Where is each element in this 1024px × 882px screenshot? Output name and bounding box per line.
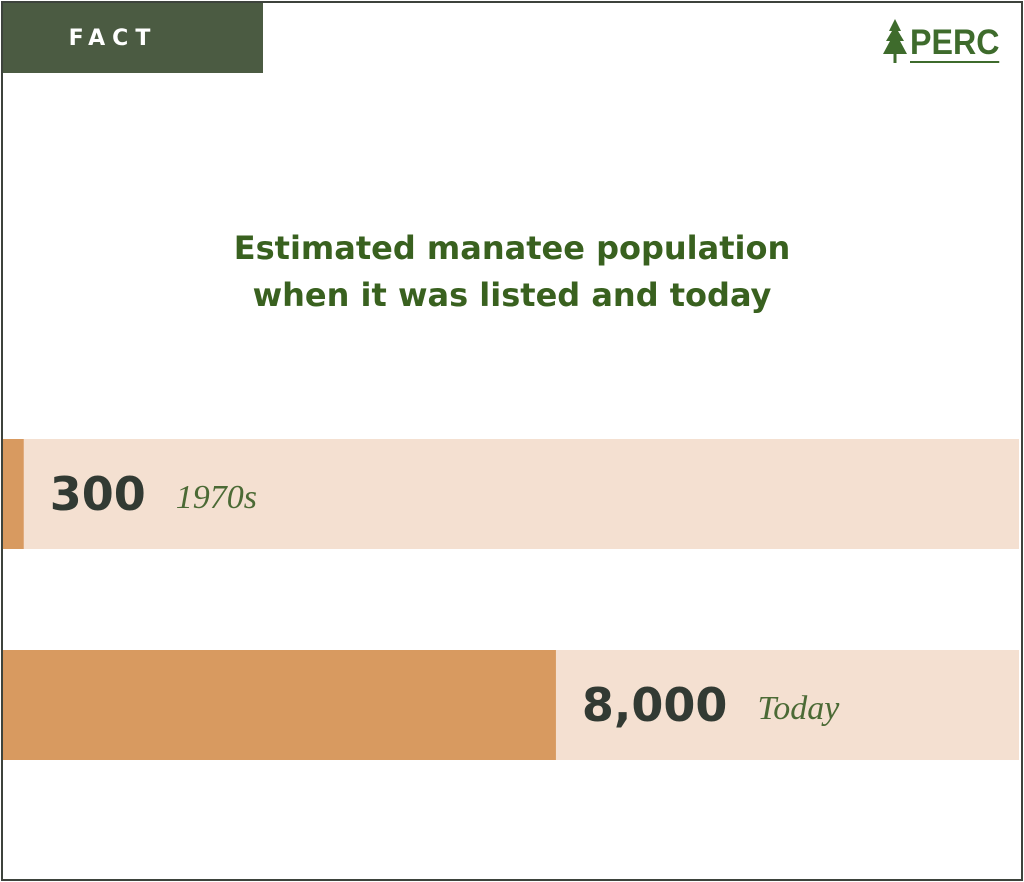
chart-title-line-1: Estimated manatee population: [233, 229, 791, 267]
category-label-1970s: 1970s: [176, 479, 257, 516]
bar-track-1970s: [3, 439, 1019, 549]
bar-today: [3, 650, 556, 760]
logo-text: PERC: [909, 23, 1000, 63]
category-label-today: Today: [757, 690, 840, 727]
chart-title-line-2: when it was listed and today: [252, 276, 772, 314]
bar-1970s: [3, 439, 24, 549]
pine-tree-icon: [882, 19, 907, 63]
value-label-1970s: 300: [50, 467, 146, 521]
value-label-today: 8,000: [582, 678, 728, 732]
chart-title: Estimated manatee population when it was…: [3, 225, 1021, 319]
population-bar-chart: 300 1970s 8,000 Today: [3, 439, 1019, 760]
perc-logo: PERC: [882, 19, 1007, 63]
fact-tag: FACT: [3, 3, 263, 73]
